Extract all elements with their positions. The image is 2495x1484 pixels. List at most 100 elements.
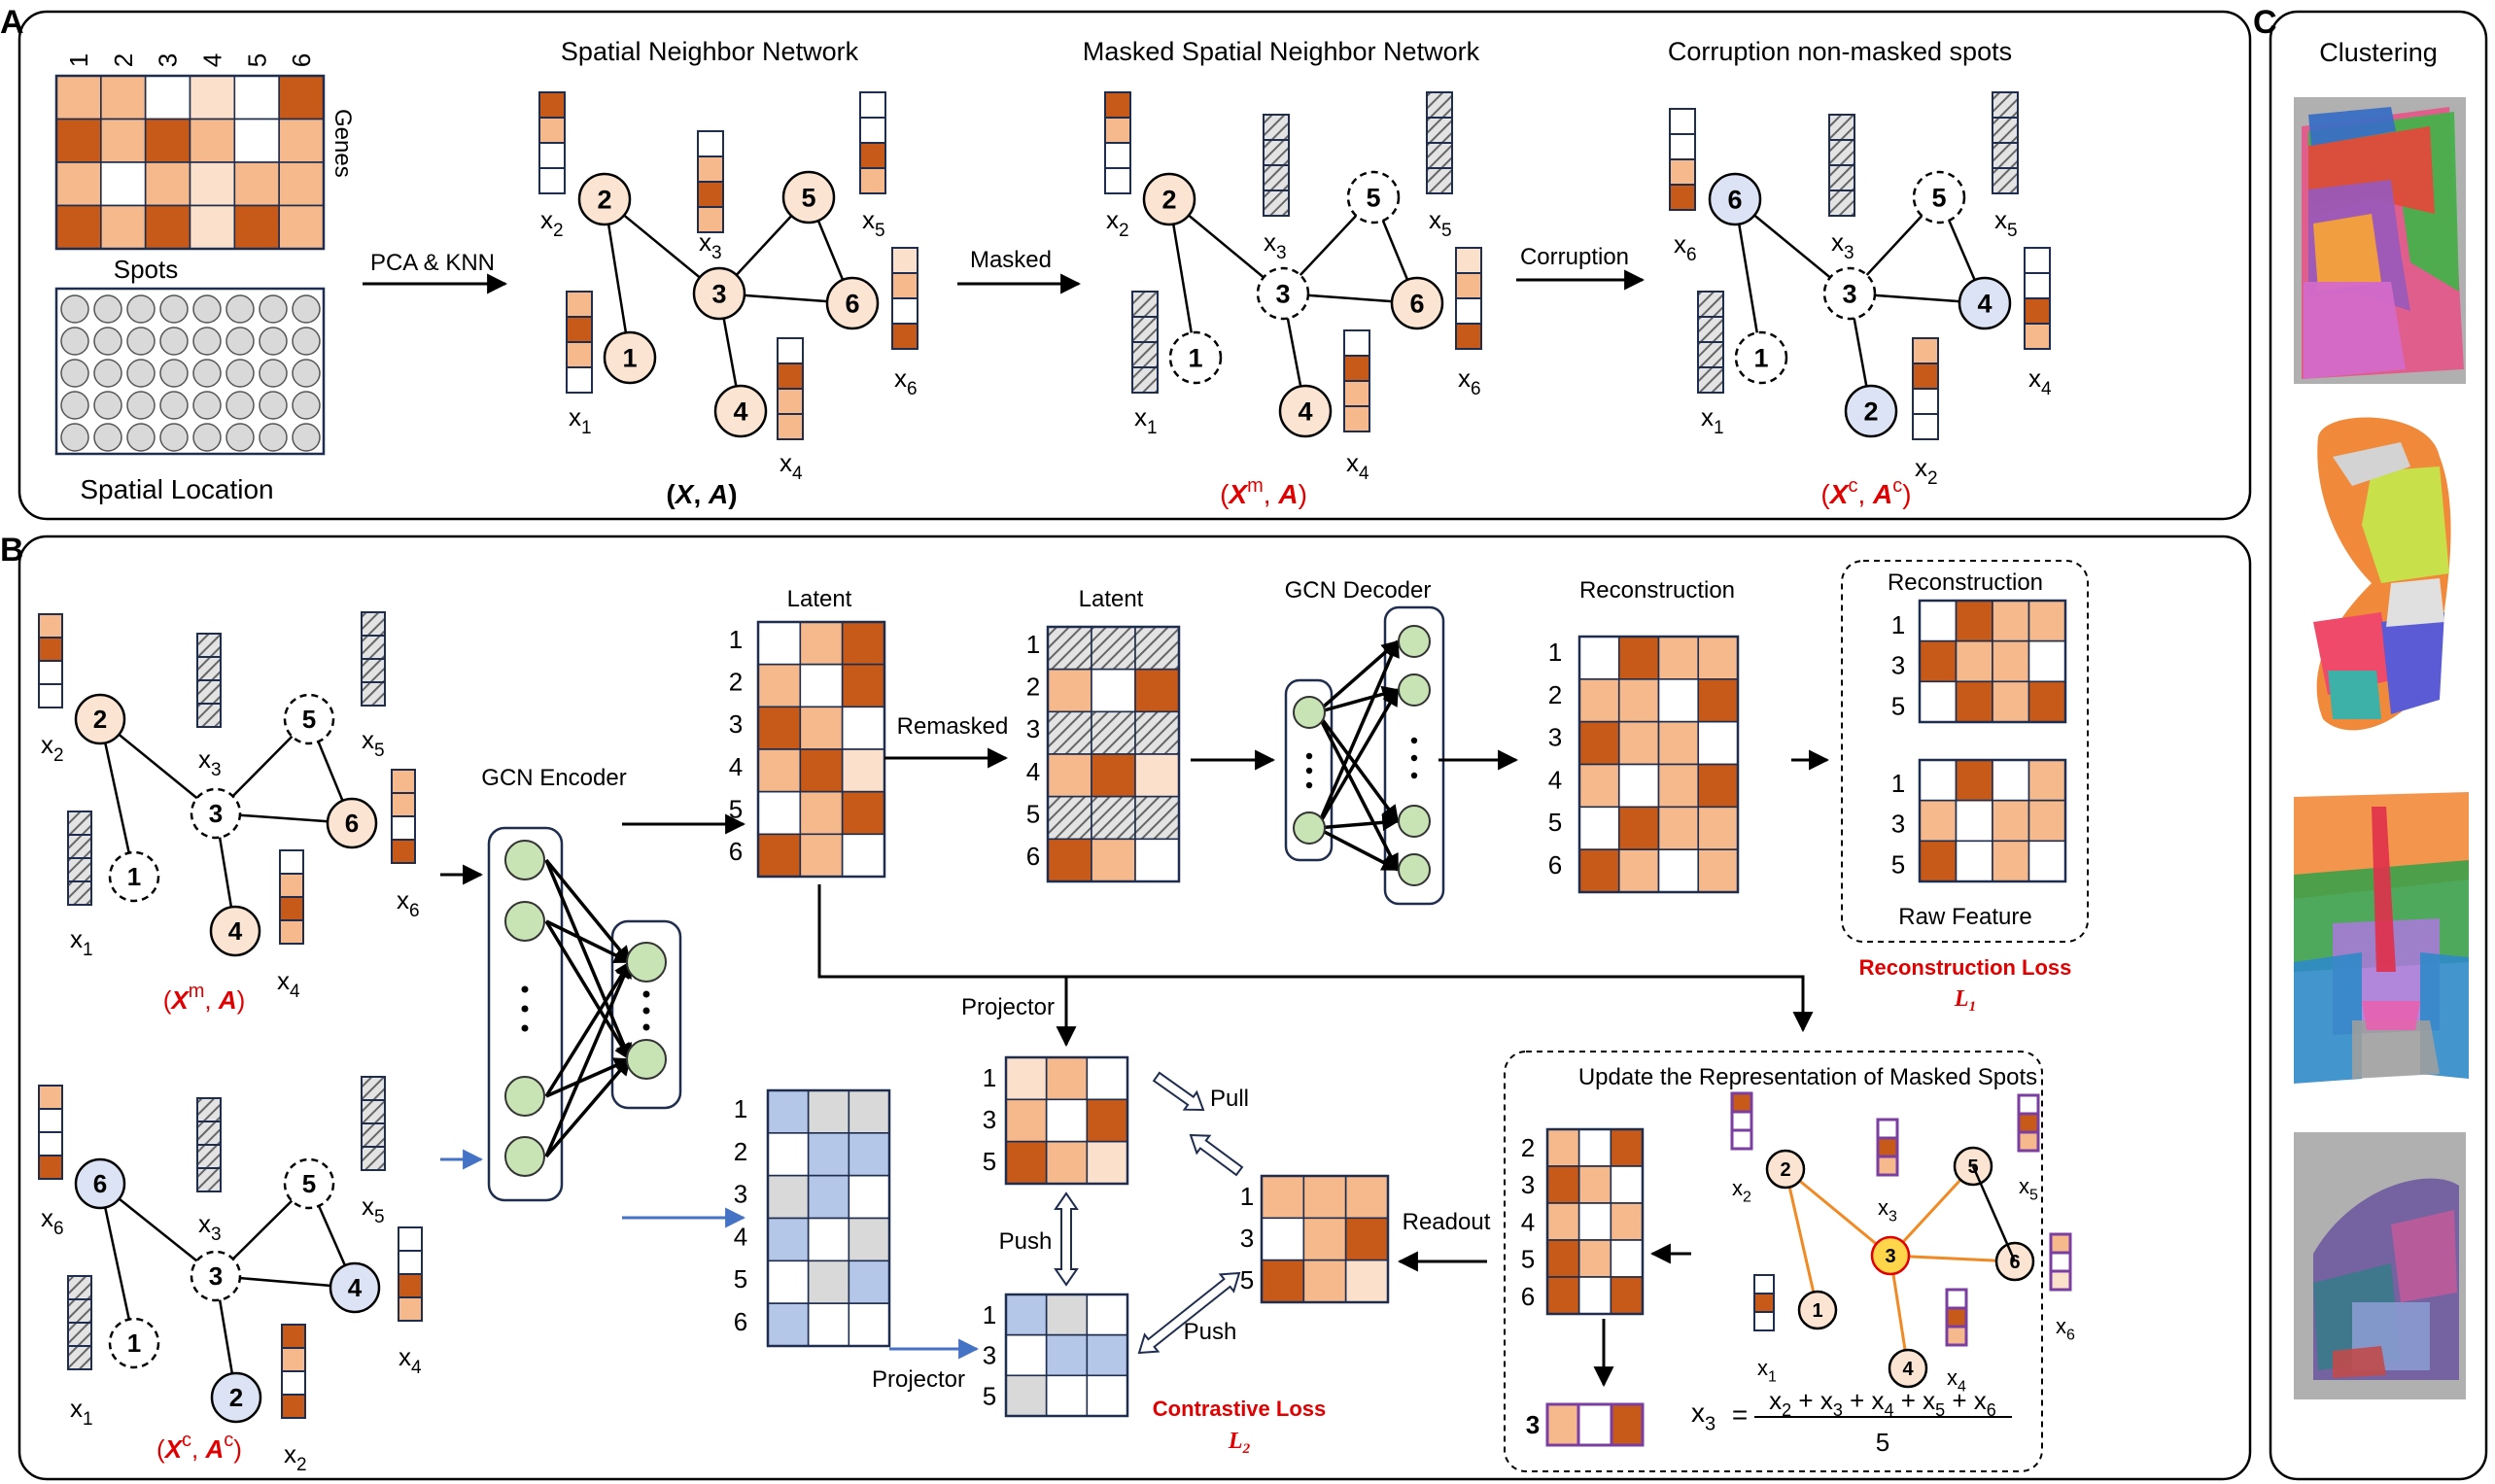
gene-matrix-cell xyxy=(144,118,191,163)
corruption-title: Corruption non-masked spots xyxy=(1668,37,2012,66)
updated-spot-vector: 3 xyxy=(1526,1402,1645,1447)
node-2 xyxy=(74,693,126,745)
spot xyxy=(259,294,288,324)
remasked-latent-matrix: 1 2 3 4 5 6 xyxy=(1026,625,1181,883)
spot xyxy=(225,359,255,388)
feature-vector xyxy=(1912,362,1939,390)
push-vertical-arrow xyxy=(1054,1191,1079,1287)
[object SVGGElement]: x1 xyxy=(569,402,592,438)
node-label-5: 5 xyxy=(801,183,815,212)
formula-denominator: 5 xyxy=(1876,1428,1889,1457)
spot xyxy=(292,423,321,452)
latent-cell xyxy=(841,663,885,708)
readout-cell xyxy=(1344,1175,1389,1220)
feature-vector xyxy=(2024,323,2051,350)
feature-vector xyxy=(67,1275,92,1300)
readout-row-label: 1 xyxy=(1240,1182,1254,1211)
raw-feature-matrix: 1 3 5 xyxy=(1891,758,2067,883)
[object SVGGElement]: x4 xyxy=(1346,448,1369,484)
feature-vector xyxy=(777,362,804,390)
feature-vector xyxy=(859,142,886,169)
latent-remasked-row-label: 3 xyxy=(1026,714,1040,743)
edge xyxy=(98,1183,136,1344)
blue-latent-cell xyxy=(767,1089,810,1134)
projected-top-cell xyxy=(1005,1056,1048,1101)
node-2 xyxy=(1142,172,1196,226)
update-result-label: 3 xyxy=(1526,1410,1540,1439)
recon-loss-symbol: L1 xyxy=(1954,986,1976,1015)
recon-small-cell xyxy=(1955,680,1993,723)
node-label-4: 4 xyxy=(228,916,243,946)
feature-vector xyxy=(1730,1128,1753,1151)
reconstruction-row-label: 6 xyxy=(1548,850,1562,880)
raw-feature-cell xyxy=(1992,759,2030,802)
spot xyxy=(60,359,89,388)
latent-remasked-cell xyxy=(1047,795,1092,841)
blue-latent-cell xyxy=(848,1132,890,1177)
gene-matrix-cell xyxy=(278,118,325,163)
update-latent-cell xyxy=(1546,1276,1580,1315)
feature-vector xyxy=(67,1322,92,1347)
node-label-1: 1 xyxy=(127,862,141,891)
reconstruction-cell xyxy=(1697,678,1739,723)
node-1 xyxy=(108,850,160,903)
latent-row-label: 4 xyxy=(729,752,743,781)
[object SVGGElement]: x5 xyxy=(362,1191,385,1227)
spot xyxy=(192,391,222,420)
[object SVGGElement]: x6 xyxy=(894,363,918,399)
raw-feature-cell xyxy=(2027,840,2066,882)
readout-cell xyxy=(1302,1259,1347,1303)
feature-vector xyxy=(196,1097,222,1122)
[object SVGGElement]: x1 xyxy=(1134,402,1158,438)
blue-latent-cell xyxy=(767,1174,810,1220)
update-latent-cell xyxy=(1577,1202,1612,1241)
update-latent-matrix: 2 3 4 5 6 xyxy=(1521,1127,1645,1316)
update-latent-cell xyxy=(1546,1165,1580,1204)
ellipsis-dot xyxy=(521,1024,529,1032)
feature-vector xyxy=(1876,1155,1899,1177)
feature-vector xyxy=(1945,1325,1968,1347)
blue-latent-cell xyxy=(807,1132,850,1177)
feature-vector xyxy=(67,834,92,859)
feature-vector xyxy=(67,857,92,882)
recon-small-row-label: 3 xyxy=(1891,651,1905,680)
node-4 xyxy=(1958,276,2012,330)
update-latent-cell xyxy=(1610,1128,1644,1167)
update-latent-cell xyxy=(1610,1165,1644,1204)
spot xyxy=(126,294,156,324)
encoder-edge xyxy=(545,919,632,964)
feature-vector xyxy=(1263,190,1290,217)
spot xyxy=(126,327,156,356)
raw-feature-cell xyxy=(1955,759,1993,802)
projected-top-cell xyxy=(1086,1098,1128,1143)
recon-small-cell xyxy=(1955,600,1993,642)
edge xyxy=(603,198,632,359)
contrastive-loss-symbol: L2 xyxy=(1228,1429,1251,1457)
node-label-6: 6 xyxy=(345,809,359,838)
gene-matrix-cell xyxy=(55,118,102,163)
spot xyxy=(126,359,156,388)
feature-vector xyxy=(777,337,804,364)
proj-top-row-label: 5 xyxy=(983,1147,996,1176)
feature-vector xyxy=(1697,291,1724,318)
decoder-edge xyxy=(1315,710,1400,823)
panel-c-letter: C xyxy=(2253,4,2277,41)
update-latent-border xyxy=(1545,1127,1645,1316)
latent-remasked-cell xyxy=(1134,626,1180,671)
gene-col-6: 6 xyxy=(287,53,316,67)
[object SVGGElement]: x4 xyxy=(277,966,300,1002)
decoder-neuron xyxy=(1398,853,1431,886)
latent-remasked-cell xyxy=(1047,710,1092,755)
node-5 xyxy=(1346,170,1401,224)
feature-vector xyxy=(1992,167,2019,194)
latent-to-projector-line xyxy=(817,884,1077,1048)
feature-vector xyxy=(196,656,222,681)
reconstruction-row-label: 4 xyxy=(1548,765,1562,794)
latent-cell xyxy=(799,706,844,750)
proj-bot-row-label: 3 xyxy=(983,1341,996,1370)
decoder-neuron xyxy=(1293,696,1326,729)
encoder-edge xyxy=(544,859,632,1061)
update-row-label: 6 xyxy=(1521,1282,1535,1311)
